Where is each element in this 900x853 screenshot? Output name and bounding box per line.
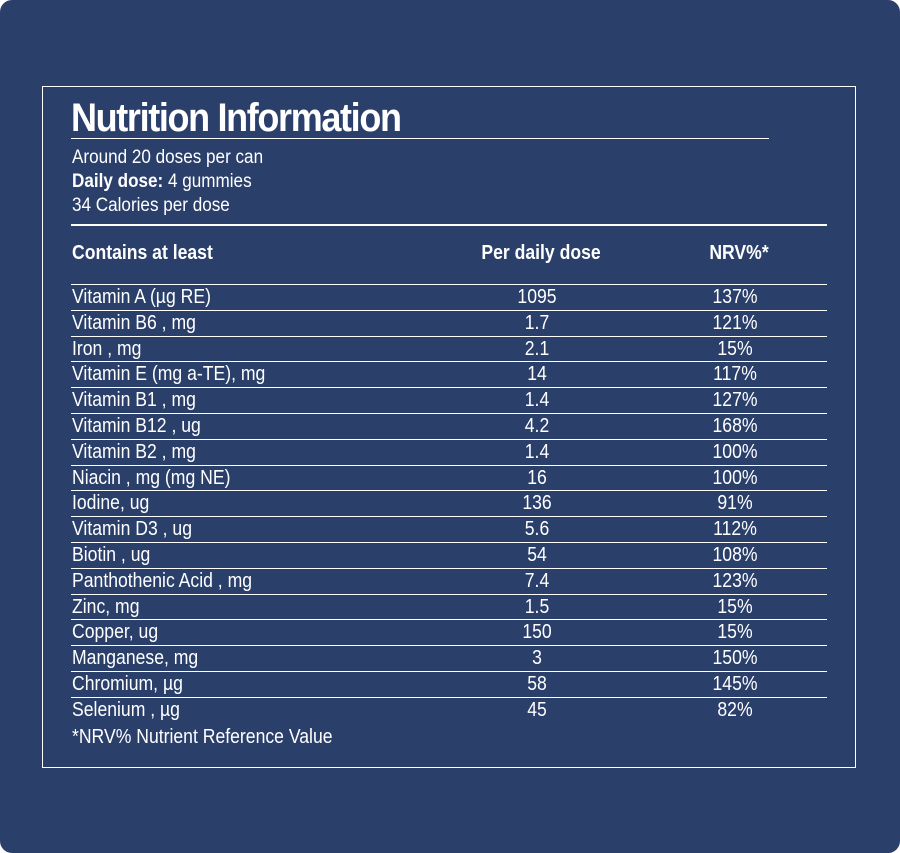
nutrient-dose: 54 [527, 544, 547, 566]
row-divider [71, 361, 827, 363]
row-divider [71, 567, 827, 569]
nutrient-name: Vitamin E (mg a-TE), mg [72, 363, 266, 386]
nutrient-nrv: 91% [717, 492, 753, 515]
row-divider [71, 593, 827, 595]
nutrient-dose: 136 [522, 492, 552, 515]
nutrient-name: Biotin , ug [72, 544, 151, 566]
nutrient-dose: 14 [527, 363, 547, 386]
table-row: Vitamin B12 , ug 4.2 168% [0, 413, 900, 439]
nutrient-nrv: 117% [713, 363, 757, 386]
row-divider [71, 671, 827, 672]
table-row: Panthothenic Acid , mg 7.4 123% [0, 567, 900, 594]
nutrient-nrv: 168% [712, 415, 758, 437]
nutrient-name: Iodine, ug [72, 492, 150, 515]
row-divider [71, 464, 827, 466]
table-row: Vitamin D3 , ug 5.6 112% [0, 516, 900, 542]
row-divider [71, 490, 827, 492]
nutrient-name: Vitamin B12 , ug [72, 415, 201, 437]
nutrient-nrv: 112% [713, 518, 757, 541]
nutrient-nrv: 127% [712, 389, 758, 412]
nutrient-nrv: 121% [712, 311, 758, 334]
table-row: Vitamin B2 , mg 1.4 100% [0, 438, 900, 465]
row-divider [71, 516, 827, 518]
nutrient-name: Vitamin B1 , mg [72, 389, 196, 412]
nutrient-name: Niacin , mg (mg NE) [72, 466, 231, 489]
table-row: Vitamin B1 , mg 1.4 127% [0, 387, 900, 413]
row-divider [71, 335, 827, 337]
table-row: Biotin , ug 54 108% [0, 542, 900, 568]
nutrient-nrv: 15% [717, 621, 753, 644]
panel-border [42, 86, 856, 768]
row-divider [71, 284, 827, 285]
row-divider [71, 413, 827, 414]
nutrient-dose: 58 [527, 673, 547, 695]
calories-text: 34 Calories per dose [72, 195, 230, 216]
table-row: Copper, ug 150 15% [0, 619, 900, 645]
nutrient-dose: 4.2 [524, 415, 550, 437]
table-row: Selenium , µg 45 82% [0, 696, 900, 723]
nutrient-name: Vitamin B6 , mg [72, 311, 196, 334]
daily-dose-text: Daily dose: 4 gummies [72, 170, 252, 194]
nutrient-nrv: 82% [717, 698, 753, 721]
row-divider [71, 387, 827, 389]
nutrient-name: Vitamin D3 , ug [72, 518, 193, 541]
title-divider [71, 138, 769, 139]
nutrient-nrv: 15% [717, 337, 753, 360]
panel-title: Nutrition Information [71, 96, 402, 140]
table-row: Zinc, mg 1.5 15% [0, 593, 900, 620]
nutrient-dose: 1.4 [524, 440, 550, 463]
nutrient-nrv: 145% [712, 673, 758, 695]
row-divider [71, 645, 827, 647]
header-divider [71, 224, 827, 226]
table-row: Iodine, ug 136 91% [0, 490, 900, 516]
nutrient-name: Vitamin B2 , mg [72, 440, 196, 463]
table-row: Vitamin E (mg a-TE), mg 14 117% [0, 361, 900, 387]
nutrient-nrv: 15% [717, 595, 753, 618]
row-divider [71, 542, 827, 543]
servings-text: Around 20 doses per can [72, 147, 264, 168]
nutrient-dose: 3 [532, 647, 542, 670]
nutrient-dose: 7.4 [524, 569, 550, 592]
nutrient-nrv: 123% [712, 569, 758, 592]
nutrient-name: Manganese, mg [72, 647, 199, 670]
nutrient-name: Iron , mg [72, 337, 142, 360]
nutrient-nrv: 150% [712, 647, 758, 670]
nutrient-dose: 1.4 [524, 389, 550, 412]
daily-dose-label: Daily dose: [72, 171, 164, 192]
daily-dose-value: 4 gummies [163, 171, 252, 192]
nutrient-dose: 5.6 [524, 518, 550, 541]
nutrient-nrv: 137% [712, 286, 758, 308]
nutrient-dose: 16 [527, 466, 547, 489]
nutrient-name: Panthothenic Acid , mg [72, 569, 253, 592]
nutrient-dose: 1.5 [524, 595, 550, 618]
nutrient-name: Zinc, mg [72, 595, 140, 618]
nutrient-name: Copper, ug [72, 621, 159, 644]
nutrient-dose: 1095 [517, 286, 557, 308]
table-row: Manganese, mg 3 150% [0, 645, 900, 671]
table-row: Iron , mg 2.1 15% [0, 335, 900, 362]
column-header-nrv: NRV%* [709, 242, 769, 264]
nutrient-name: Vitamin A (µg RE) [72, 286, 211, 308]
table-row: Vitamin A (µg RE) 1095 137% [0, 284, 900, 310]
column-header-name: Contains at least [72, 242, 213, 264]
row-divider [71, 309, 827, 311]
footnote: *NRV% Nutrient Reference Value [72, 726, 333, 748]
nutrient-nrv: 100% [712, 440, 758, 463]
nutrient-name: Chromium, µg [72, 673, 183, 695]
table-row: Niacin , mg (mg NE) 16 100% [0, 464, 900, 491]
nutrient-nrv: 108% [712, 544, 758, 566]
nutrient-name: Selenium , µg [72, 698, 180, 721]
nutrient-dose: 45 [527, 698, 547, 721]
nutrient-dose: 1.7 [524, 311, 550, 334]
row-divider [71, 696, 827, 698]
row-divider [71, 619, 827, 621]
nutrient-dose: 150 [522, 621, 552, 644]
row-divider [71, 438, 827, 440]
table-row: Chromium, µg 58 145% [0, 671, 900, 697]
nutrient-dose: 2.1 [524, 337, 550, 360]
column-header-dose: Per daily dose [481, 242, 601, 264]
nutrient-nrv: 100% [712, 466, 758, 489]
table-row: Vitamin B6 , mg 1.7 121% [0, 309, 900, 336]
